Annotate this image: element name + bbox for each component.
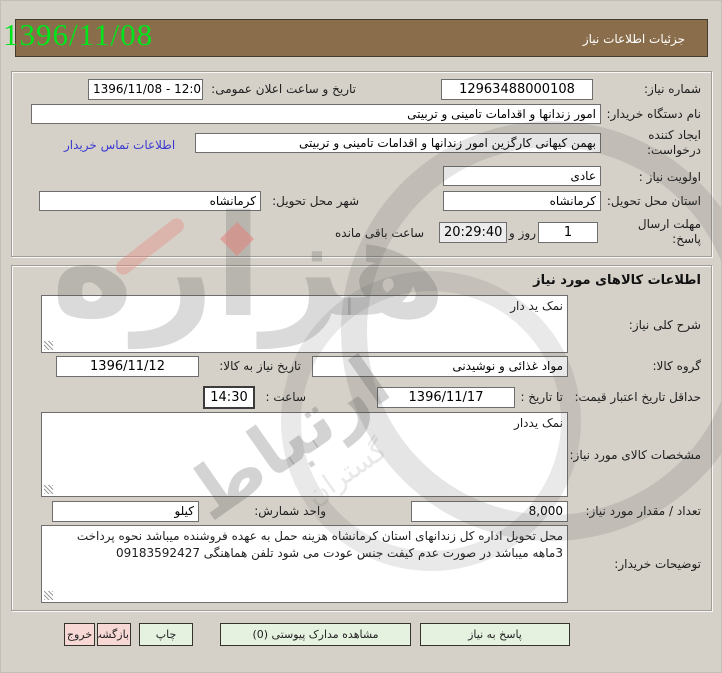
quantity-field[interactable]: 8,000 xyxy=(411,501,568,522)
announcement-datetime-label: تاریخ و ساعت اعلان عمومی: xyxy=(211,82,356,96)
items-info-groupbox xyxy=(11,265,712,611)
buyer-notes-text: محل تحویل اداره کل زندانهای استان کرمانش… xyxy=(76,529,563,560)
city-field[interactable]: کرمانشاه xyxy=(39,191,261,211)
reply-deadline-label: مهلت ارسال پاسخ: xyxy=(637,217,701,246)
exit-button[interactable]: خروج xyxy=(64,623,95,646)
buyer-notes-textarea[interactable]: محل تحویل اداره کل زندانهای استان کرمانش… xyxy=(41,525,568,603)
buyer-org-label: نام دستگاه خریدار: xyxy=(606,107,702,121)
buyer-contact-link[interactable]: اطلاعات تماس خریدار xyxy=(64,138,176,152)
count-unit-label: واحد شمارش: xyxy=(254,504,326,518)
general-description-label: شرح کلی نیاز: xyxy=(628,318,701,332)
need-date-label: تاریخ نیاز به کالا: xyxy=(219,359,301,373)
need-number-field[interactable]: 12963488000108 xyxy=(441,79,593,100)
deadline-days-suffix: روز و xyxy=(509,226,536,240)
deadline-days-field[interactable]: 1 xyxy=(538,222,598,243)
need-number-label: شماره نیاز: xyxy=(644,82,701,96)
buyer-org-field[interactable]: امور زندانها و اقدامات تامینی و تربیتی xyxy=(31,104,601,124)
resize-grip-icon[interactable] xyxy=(44,341,53,350)
print-button[interactable]: چاپ xyxy=(139,623,193,646)
general-description-textarea[interactable]: نمک ید دار xyxy=(41,295,568,353)
request-creator-field[interactable]: بهمن کیهانی کارگزین امور زندانها و اقدام… xyxy=(195,133,601,153)
request-creator-label: ایجاد کننده درخواست: xyxy=(647,128,701,157)
page-title: جزئیات اطلاعات نیاز xyxy=(582,32,685,46)
specifications-text: نمک یددار xyxy=(514,416,563,430)
resize-grip-icon[interactable] xyxy=(44,485,53,494)
until-date-label: تا تاریخ : xyxy=(520,390,563,404)
date-overlay: 1396/11/08 xyxy=(3,17,154,52)
announcement-datetime-field[interactable]: 1396/11/08 - 12:08 xyxy=(88,79,203,100)
price-validity-label: حداقل تاریخ اعتبار قیمت: xyxy=(574,390,701,404)
category-label: گروه کالا: xyxy=(652,359,702,373)
reply-to-need-button[interactable]: پاسخ به نیاز xyxy=(420,623,570,646)
province-label: استان محل تحویل: xyxy=(606,194,701,208)
deadline-time-field[interactable]: 20:29:40 xyxy=(439,222,507,243)
category-field[interactable]: مواد غذائی و نوشیدنی xyxy=(312,356,568,377)
hour-field[interactable]: 14:30 xyxy=(203,386,255,409)
priority-label: اولویت نیاز : xyxy=(638,170,701,184)
window-titlebar: جزئیات اطلاعات نیاز xyxy=(15,19,708,57)
city-label: شهر محل تحویل: xyxy=(272,194,359,208)
until-date-field[interactable]: 1396/11/17 xyxy=(377,387,515,408)
quantity-label: تعداد / مقدار مورد نیاز: xyxy=(585,504,701,518)
general-description-text: نمک ید دار xyxy=(510,299,563,313)
resize-grip-icon[interactable] xyxy=(44,591,53,600)
buyer-notes-label: توضیحات خریدار: xyxy=(614,557,701,571)
items-section-title: اطلاعات کالاهای مورد نیاز xyxy=(533,273,701,288)
view-attached-docs-button[interactable]: مشاهده مدارک پیوستی (0) xyxy=(220,623,411,646)
deadline-time-suffix: ساعت باقی مانده xyxy=(335,226,425,240)
hour-label: ساعت : xyxy=(265,390,306,404)
need-date-field[interactable]: 1396/11/12 xyxy=(56,356,199,377)
priority-field[interactable]: عادی xyxy=(443,166,601,186)
general-info-groupbox xyxy=(11,71,712,257)
province-field[interactable]: کرمانشاه xyxy=(443,191,601,211)
count-unit-field[interactable]: کیلو xyxy=(52,501,199,522)
specifications-label: مشخصات کالای مورد نیاز: xyxy=(569,448,701,462)
specifications-textarea[interactable]: نمک یددار xyxy=(41,412,568,497)
back-button[interactable]: بازگشت xyxy=(97,623,131,646)
